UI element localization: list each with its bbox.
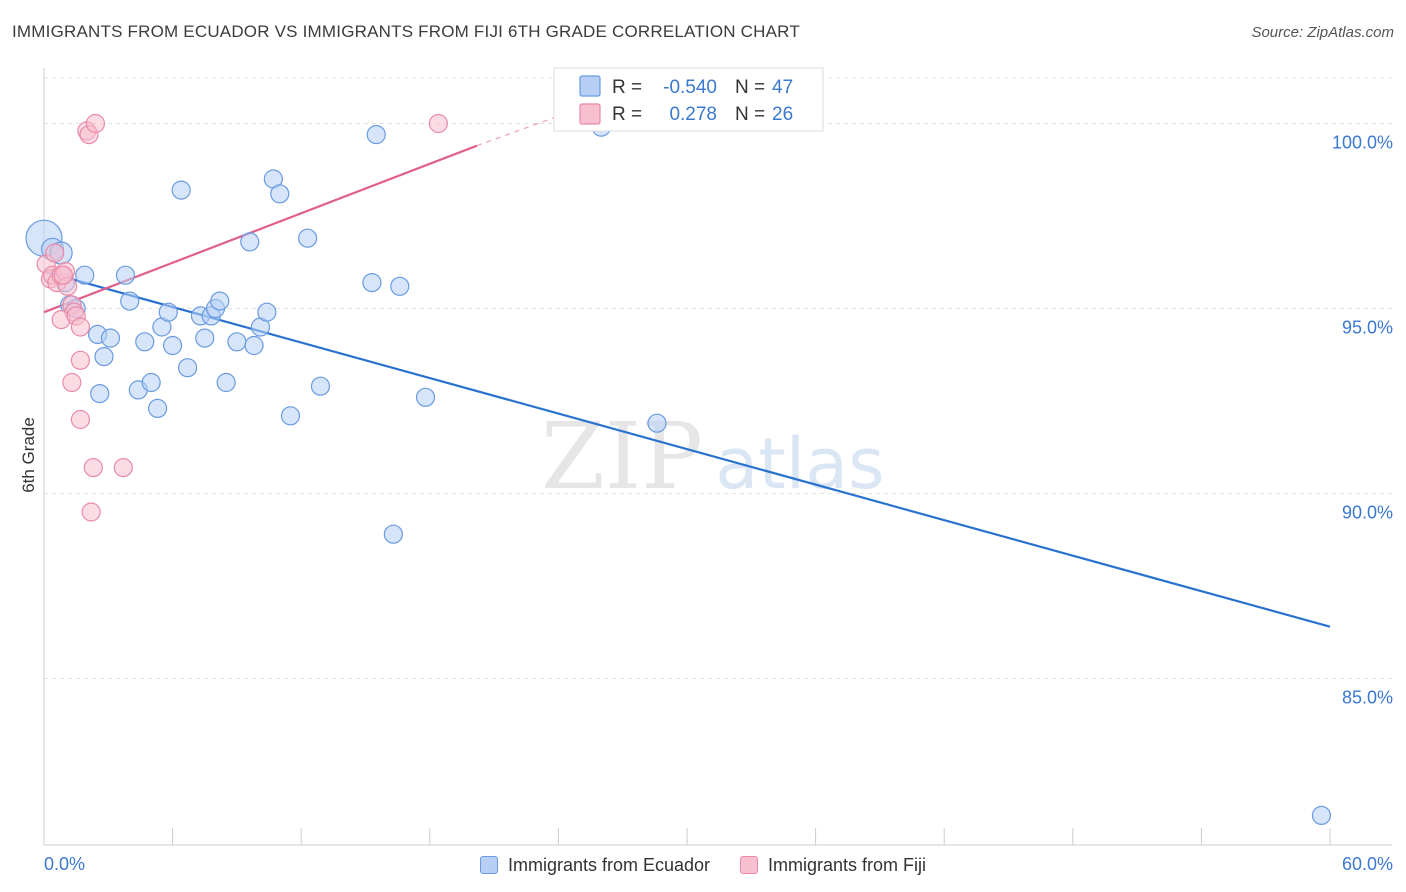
point-fiji-21: [428, 113, 448, 134]
legend-swatch-fiji-bottom: [740, 856, 759, 874]
point-fiji-12: [62, 372, 82, 393]
point-ecuador-30: [244, 335, 264, 356]
y-tick-label-3: 85.0%: [1342, 688, 1393, 708]
point-ecuador-28: [227, 332, 247, 352]
point-ecuador-27: [216, 372, 236, 393]
point-ecuador-32: [257, 302, 277, 322]
y-tick-label-2: 90.0%: [1342, 503, 1393, 523]
y-tick-label-1: 95.0%: [1342, 318, 1393, 338]
legend-n-label-fiji: N =: [735, 104, 765, 125]
point-fiji-23: [53, 265, 73, 285]
point-fiji-19: [83, 458, 103, 478]
trend-line-ecuador: [43, 270, 1331, 628]
legend-item-ecuador[interactable]: Immigrants from Ecuador: [479, 854, 711, 876]
trend-line-ext-fiji: [476, 115, 559, 147]
axes: 100.0% 95.0% 90.0% 85.0%: [43, 68, 1393, 846]
chart-title: IMMIGRANTS FROM ECUADOR VS IMMIGRANTS FR…: [12, 22, 800, 41]
point-ecuador-23: [195, 328, 215, 348]
point-ecuador-18: [158, 302, 178, 322]
trend-line-fiji: [43, 144, 478, 314]
point-fiji-22: [45, 243, 65, 263]
point-ecuador-14: [135, 332, 155, 352]
point-ecuador-9: [100, 328, 121, 348]
point-ecuador-11: [115, 265, 136, 285]
legend-swatch-fiji: [579, 103, 601, 125]
legend-label-ecuador: Immigrants from Ecuador: [507, 854, 711, 875]
point-ecuador-38: [362, 273, 382, 293]
point-fiji-13: [70, 350, 91, 370]
x-tick-label-min: 0.0%: [44, 854, 85, 874]
point-ecuador-19: [163, 335, 183, 356]
x-tick-label-max: 60.0%: [1342, 854, 1393, 874]
legend-n-value-fiji: 26: [772, 104, 793, 125]
legend-label-fiji: Immigrants from Fiji: [768, 854, 927, 875]
point-ecuador-12: [120, 291, 140, 311]
watermark-zip: ZIP: [541, 403, 703, 510]
legend-swatch-ecuador: [579, 75, 601, 97]
stats-legend: R = -0.540 N = 47 R = 0.278 N = 26: [553, 67, 824, 132]
point-ecuador-16: [147, 398, 168, 418]
point-ecuador-42: [415, 387, 436, 407]
source-label: Source: ZipAtlas.com: [1251, 24, 1394, 41]
point-ecuador-41: [390, 276, 410, 296]
point-ecuador-40: [383, 524, 403, 544]
point-fiji-11: [70, 317, 91, 337]
point-fiji-17: [85, 113, 106, 134]
legend-r-label-ecuador: R =: [612, 77, 642, 98]
legend-r-value-ecuador: -0.540: [663, 77, 717, 98]
point-ecuador-45: [1311, 805, 1332, 826]
point-ecuador-20: [171, 180, 191, 200]
y-tick-label-0: 100.0%: [1332, 133, 1393, 153]
point-ecuador-6: [75, 265, 95, 285]
point-ecuador-36: [298, 228, 318, 248]
legend-r-label-fiji: R =: [612, 104, 642, 125]
point-ecuador-44: [647, 413, 667, 433]
point-ecuador-34: [270, 184, 290, 204]
data-points: [25, 113, 1332, 826]
point-ecuador-37: [310, 376, 331, 396]
trend-lines: [43, 115, 1331, 628]
legend-r-value-fiji: 0.278: [669, 104, 717, 125]
point-fiji-14: [70, 409, 91, 430]
legend-swatch-ecuador-bottom: [479, 856, 498, 874]
bottom-legend: Immigrants from Ecuador Immigrants from …: [0, 850, 1406, 880]
point-ecuador-39: [366, 125, 386, 145]
point-ecuador-26: [210, 291, 230, 311]
y-axis-label: 6th Grade: [19, 417, 38, 493]
point-fiji-20: [113, 458, 133, 478]
point-ecuador-21: [178, 358, 198, 378]
point-ecuador-35: [280, 406, 301, 426]
point-ecuador-8: [94, 347, 114, 367]
point-ecuador-10: [90, 384, 110, 404]
point-fiji-18: [81, 502, 101, 522]
point-ecuador-15: [141, 372, 161, 393]
legend-n-label-ecuador: N =: [735, 77, 765, 98]
legend-n-value-ecuador: 47: [772, 77, 793, 98]
point-ecuador-29: [240, 232, 260, 252]
legend-item-fiji[interactable]: Immigrants from Fiji: [740, 855, 926, 876]
